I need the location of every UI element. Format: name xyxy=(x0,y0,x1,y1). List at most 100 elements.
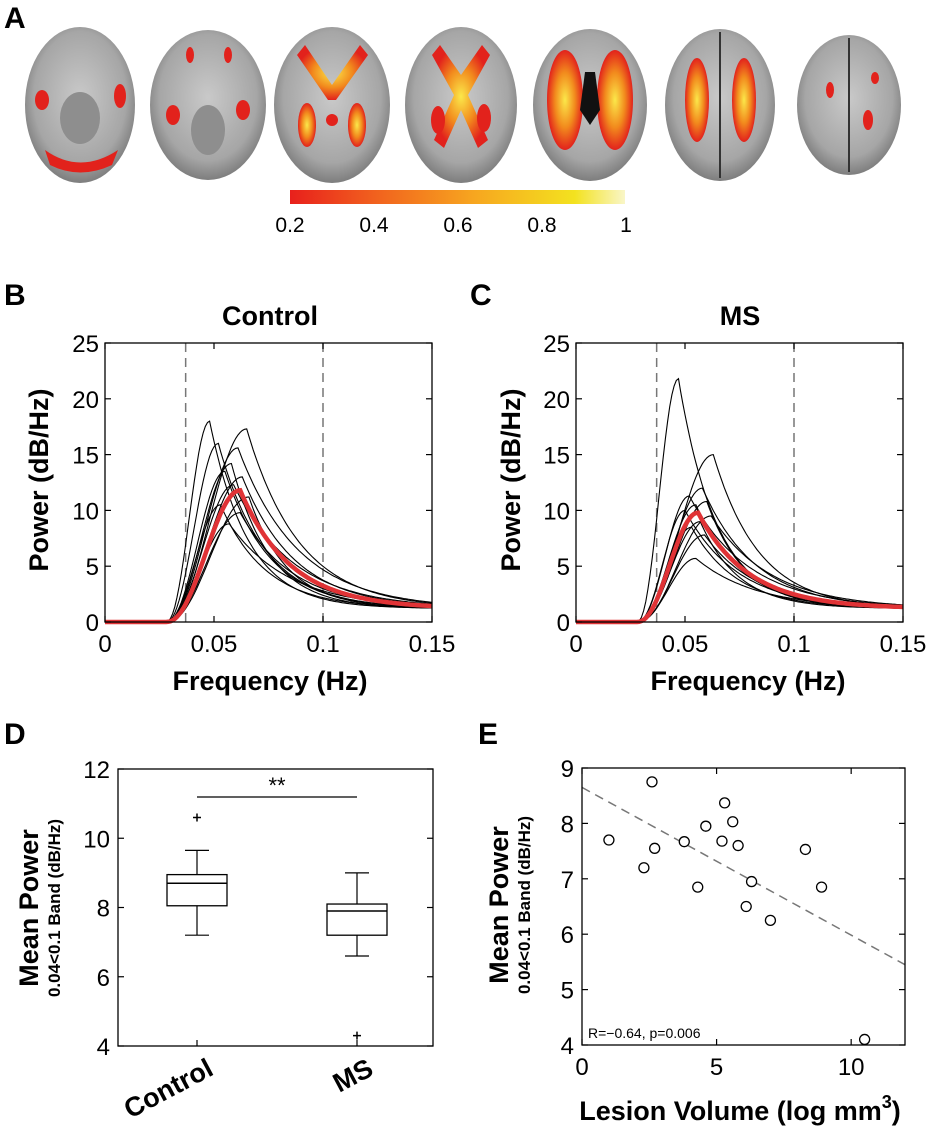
x-tick-label: 0 xyxy=(575,1054,588,1081)
chart-title: Control xyxy=(222,301,318,331)
x-tick-label: 0.1 xyxy=(777,631,810,658)
subject-line xyxy=(105,428,433,623)
x-tick-label: 0 xyxy=(98,631,111,658)
y-tick-label: 7 xyxy=(561,867,574,894)
subject-line xyxy=(576,534,904,623)
y-tick-label: 4 xyxy=(561,1033,574,1060)
x-tick-label: 0.15 xyxy=(880,631,927,658)
brain-slice-7 xyxy=(797,35,901,175)
y-tick-label: 25 xyxy=(543,331,570,358)
y-tick-label: 5 xyxy=(557,554,570,581)
y-axis-title: Mean Power xyxy=(14,829,44,987)
y-axis-title: Power (dB/Hz) xyxy=(496,388,526,571)
chart-title: MS xyxy=(720,301,761,331)
y-axis-subtitle: 0.04<0.1 Band (dB/Hz) xyxy=(45,819,64,997)
y-tick-label: 20 xyxy=(543,387,570,414)
box xyxy=(166,873,228,907)
data-point xyxy=(858,1033,871,1046)
subject-line xyxy=(105,420,432,623)
significance-label: ** xyxy=(268,773,286,798)
x-axis-title-tail: ) xyxy=(892,1096,901,1126)
x-tick-label: 0 xyxy=(569,631,582,658)
y-tick-label: 15 xyxy=(72,443,99,470)
axes-frame xyxy=(581,767,906,1046)
data-point xyxy=(646,776,658,788)
subject-line xyxy=(576,377,903,623)
y-tick-label: 9 xyxy=(561,756,574,783)
x-tick-label: 0.05 xyxy=(191,631,238,658)
y-tick-label: 5 xyxy=(561,978,574,1005)
chart-b: Control 0 0.05 0.1 0.15 0 5 10 15 20 25 Frequency… xyxy=(24,301,455,696)
y-tick-label: 10 xyxy=(543,498,570,525)
axes-frame xyxy=(575,342,904,623)
brain-slice-3 xyxy=(274,27,390,183)
y-tick-label: 8 xyxy=(97,896,110,923)
data-point xyxy=(745,875,758,888)
data-point xyxy=(764,914,777,926)
panel-label-b: B xyxy=(4,279,26,312)
x-axis-title: Lesion Volume (log mm3) xyxy=(579,1092,901,1126)
subject-line xyxy=(576,526,903,623)
data-point xyxy=(719,797,731,809)
plot-area: 0 0.05 0.1 0.15 0 5 10 15 20 25 xyxy=(543,331,926,658)
data-point xyxy=(727,816,739,828)
plot-area: 0 5 10 4 5 6 7 8 9 R=−0.64, p=0.006 xyxy=(561,756,906,1081)
brain-slice-6 xyxy=(665,29,775,181)
y-tick-label: 20 xyxy=(72,387,99,414)
x-axis-title-main: Lesion Volume (log mm xyxy=(579,1096,882,1126)
colorbar xyxy=(290,190,625,204)
brain-slices xyxy=(25,27,901,183)
colorbar-tick: 0.2 xyxy=(275,214,304,237)
y-axis-title: Mean Power xyxy=(484,826,514,984)
panel-label-a: A xyxy=(4,2,26,35)
data-point xyxy=(740,900,752,913)
chart-e: 0 5 10 4 5 6 7 8 9 R=−0.64, p=0.006 Mean Power 0.… xyxy=(484,756,906,1126)
y-axis-title: Power (dB/Hz) xyxy=(24,388,54,571)
subject-line xyxy=(576,453,904,623)
outlier-marker xyxy=(193,813,201,822)
chart-c: MS 0 0.05 0.1 0.15 0 5 10 15 20 25 Frequency (Hz)… xyxy=(496,301,926,696)
y-tick-label: 6 xyxy=(97,965,110,992)
colorbar-ticks: 0.2 0.4 0.6 0.8 1 xyxy=(275,214,631,237)
x-tick-label: 10 xyxy=(838,1054,865,1081)
stat-annotation: R=−0.64, p=0.006 xyxy=(588,1025,701,1041)
data-point xyxy=(732,839,744,852)
outlier-marker xyxy=(353,1031,361,1040)
mean-line xyxy=(576,510,904,625)
colorbar-tick: 0.4 xyxy=(359,214,389,237)
axes-frame xyxy=(104,342,433,623)
panel-label-d: D xyxy=(4,718,26,751)
data-point xyxy=(700,820,712,832)
box xyxy=(326,903,388,936)
fit-line xyxy=(581,786,906,966)
data-point xyxy=(692,881,704,893)
x-axis-title: Frequency (Hz) xyxy=(650,666,845,696)
y-tick-label: 4 xyxy=(97,1034,110,1061)
colorbar-tick: 0.6 xyxy=(443,214,472,237)
y-tick-label: 0 xyxy=(86,610,99,637)
data-point xyxy=(815,881,828,893)
data-point xyxy=(603,834,615,846)
y-tick-label: 10 xyxy=(83,826,110,853)
colorbar-tick: 1 xyxy=(620,214,632,237)
plot-area: 4 6 8 10 12 Control MS ** xyxy=(83,757,434,1124)
x-axis-title-superscript: 3 xyxy=(882,1092,892,1112)
data-point xyxy=(678,836,690,848)
y-tick-label: 12 xyxy=(83,757,110,784)
x-axis-title: Frequency (Hz) xyxy=(172,666,367,696)
x-tick-label: 0.1 xyxy=(306,631,339,658)
y-tick-label: 5 xyxy=(86,554,99,581)
panel-label-c: C xyxy=(470,279,492,312)
subject-line xyxy=(576,520,904,623)
data-point xyxy=(716,835,728,847)
y-tick-label: 8 xyxy=(561,811,574,838)
colorbar-tick: 0.8 xyxy=(527,214,556,237)
data-point xyxy=(799,843,812,856)
y-axis-subtitle: 0.04<0.1 Band (dB/Hz) xyxy=(515,816,534,994)
panel-label-e: E xyxy=(478,718,498,751)
brain-slice-1 xyxy=(25,27,135,183)
y-tick-label: 25 xyxy=(72,331,99,358)
brain-slice-5 xyxy=(533,29,647,181)
y-tick-label: 6 xyxy=(561,922,574,949)
